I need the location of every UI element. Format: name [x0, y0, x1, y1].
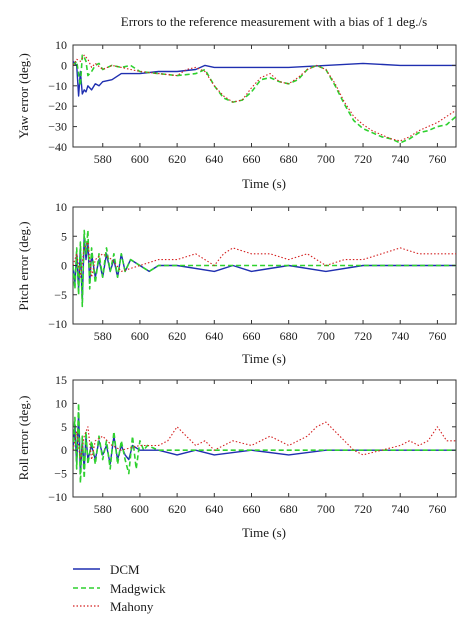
x-tick-label: 640: [205, 502, 223, 516]
roll-error-plot: 580 600 620 640 660 680 700 720 740 760 15 10 5 0 −5 −1…: [16, 373, 457, 540]
y-tick-label: 0: [61, 259, 67, 273]
x-tick-label: 680: [280, 152, 298, 166]
y-axis-label: Yaw error (deg.): [16, 53, 31, 139]
legend-label-dcm: DCM: [110, 562, 140, 577]
x-tick-label: 620: [168, 502, 186, 516]
series-line-dcm: [73, 235, 456, 302]
series-line-mahony: [73, 54, 456, 142]
legend-item-dcm: DCM: [73, 562, 140, 577]
x-tick-label: 620: [168, 329, 186, 343]
tick-group: 580 600 620 640 660 680 700 720 740 760 10 5 0 −5 −10: [48, 200, 456, 343]
x-tick-label: 760: [428, 152, 446, 166]
legend: DCM Madgwick Mahony: [73, 562, 166, 614]
plot-frame: [72, 44, 457, 148]
series-line-mahony: [73, 421, 456, 461]
x-tick-label: 700: [317, 152, 335, 166]
series-group: [73, 229, 456, 308]
x-tick-label: 760: [428, 329, 446, 343]
yaw-error-plot: 580 600 620 640 660 680 700 720 740 760 10 0 −10 −20 −…: [16, 38, 457, 191]
y-tick-label: 0: [61, 443, 67, 457]
x-tick-label: 640: [205, 329, 223, 343]
x-tick-label: 700: [317, 502, 335, 516]
x-axis-label: Time (s): [242, 176, 286, 191]
legend-item-madgwick: Madgwick: [73, 581, 166, 596]
y-tick-label: −5: [54, 467, 67, 481]
series-line-madgwick: [73, 229, 456, 308]
x-tick-label: 740: [391, 152, 409, 166]
x-tick-label: 740: [391, 329, 409, 343]
x-tick-label: 640: [205, 152, 223, 166]
x-axis-label: Time (s): [242, 525, 286, 540]
y-tick-label: −10: [48, 79, 67, 93]
x-tick-label: 700: [317, 329, 335, 343]
x-tick-label: 600: [131, 329, 149, 343]
series-line-mahony: [73, 241, 456, 278]
x-tick-label: 580: [94, 329, 112, 343]
y-tick-label: −10: [48, 317, 67, 331]
y-tick-label: 5: [61, 229, 67, 243]
series-line-madgwick: [73, 402, 456, 484]
tick-group: 580 600 620 640 660 680 700 720 740 760 15 10 5 0 −5 −1…: [48, 373, 456, 516]
x-tick-label: 660: [242, 502, 260, 516]
x-tick-label: 760: [428, 502, 446, 516]
pitch-error-plot: 580 600 620 640 660 680 700 720 740 7601050−5−10 …: [16, 200, 457, 366]
y-tick-label: 15: [55, 373, 67, 387]
x-tick-label: 600: [131, 152, 149, 166]
y-axis-label: Pitch error (deg.): [16, 221, 31, 310]
y-tick-label: −30: [48, 120, 67, 134]
x-tick-label: 720: [354, 152, 372, 166]
y-tick-label: 0: [61, 58, 67, 72]
legend-item-mahony: Mahony: [73, 599, 154, 614]
x-tick-label: 680: [280, 329, 298, 343]
y-tick-label: 10: [55, 200, 67, 214]
y-tick-label: −20: [48, 99, 67, 113]
chart-title: Errors to the reference measurement with…: [121, 14, 427, 29]
x-tick-label: 580: [94, 152, 112, 166]
legend-label-mahony: Mahony: [110, 599, 154, 614]
x-tick-label: 720: [354, 329, 372, 343]
x-tick-label: 600: [131, 502, 149, 516]
x-tick-label: 680: [280, 502, 298, 516]
series-group: [73, 54, 456, 144]
x-tick-label: 660: [242, 329, 260, 343]
legend-label-madgwick: Madgwick: [110, 581, 166, 596]
series-line-madgwick: [73, 54, 456, 144]
x-tick-label: 660: [242, 152, 260, 166]
x-tick-label: 740: [391, 502, 409, 516]
x-tick-label: 720: [354, 502, 372, 516]
x-axis-label: Time (s): [242, 351, 286, 366]
y-tick-label: −40: [48, 140, 67, 154]
tick-group: 580 600 620 640 660 680 700 720 740 760 10 0 −10 −20 −…: [48, 38, 456, 166]
x-tick-label: 620: [168, 152, 186, 166]
y-tick-label: −5: [54, 288, 67, 302]
y-tick-label: 5: [61, 420, 67, 434]
plot-frame: [72, 379, 457, 498]
y-tick-label: 10: [55, 38, 67, 52]
y-tick-label: 10: [55, 396, 67, 410]
y-axis-label: Roll error (deg.): [16, 396, 31, 481]
x-tick-label: 580: [94, 502, 112, 516]
series-group: [73, 402, 456, 484]
y-tick-label: −10: [48, 490, 67, 504]
